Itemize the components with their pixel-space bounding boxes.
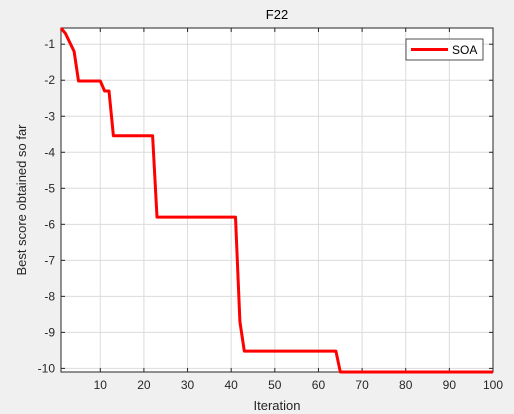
x-tick-label: 50 <box>268 378 282 392</box>
axis-ticks: 10 20 30 40 50 60 70 80 90 100 -1 -2 -3 -4 -5 -6 -7 -8 -9 -… <box>38 28 503 392</box>
y-tick-label: -4 <box>44 145 55 159</box>
chart-title: F22 <box>266 7 288 22</box>
y-tick-label: -10 <box>38 361 56 375</box>
y-tick-label: -2 <box>44 73 55 87</box>
series-line-soa <box>59 27 493 374</box>
x-tick-label: 100 <box>483 378 503 392</box>
grid <box>61 28 494 372</box>
x-tick-label: 60 <box>312 378 326 392</box>
y-axis-label: Best score obtained so far <box>14 124 29 276</box>
x-tick-label: 70 <box>355 378 369 392</box>
x-tick-label: 80 <box>399 378 413 392</box>
y-tick-label: -9 <box>44 325 55 339</box>
x-tick-label: 10 <box>94 378 108 392</box>
y-tick-label: -7 <box>44 253 55 267</box>
x-axis-label: Iteration <box>254 398 301 413</box>
x-tick-label: 30 <box>181 378 195 392</box>
x-tick-label: 40 <box>225 378 239 392</box>
legend: SOA <box>405 38 484 61</box>
plot-frame <box>60 27 494 373</box>
legend-label-soa: SOA <box>452 43 477 57</box>
y-tick-label: -8 <box>44 289 55 303</box>
y-tick-label: -3 <box>44 109 55 123</box>
x-tick-label: 20 <box>137 378 151 392</box>
series-group <box>59 27 493 374</box>
y-tick-label: -1 <box>44 37 55 51</box>
plot-background <box>61 28 493 372</box>
y-tick-label: -5 <box>44 181 55 195</box>
y-tick-label: -6 <box>44 217 55 231</box>
x-tick-label: 90 <box>443 378 457 392</box>
